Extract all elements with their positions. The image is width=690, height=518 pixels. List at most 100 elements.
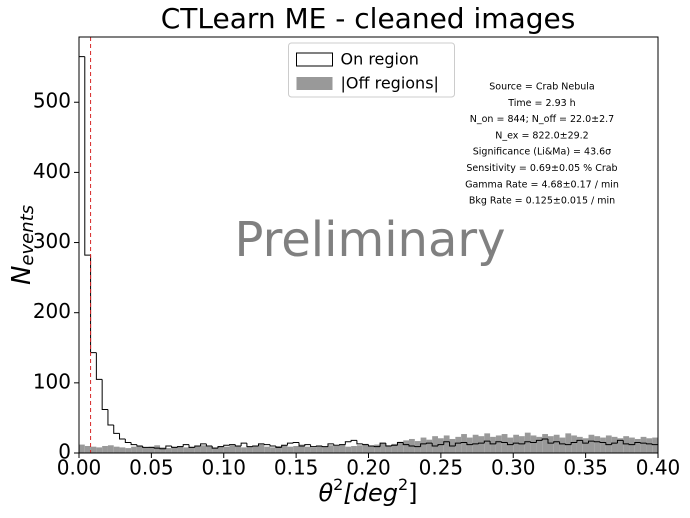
on-step — [78, 56, 85, 453]
on-step — [171, 445, 178, 448]
off-bar — [316, 445, 323, 453]
on-step — [611, 442, 618, 445]
off-bar — [322, 446, 328, 453]
on-step — [281, 444, 288, 448]
off-bar — [258, 444, 265, 453]
off-bar — [547, 436, 554, 453]
off-bar — [553, 434, 560, 453]
on-step — [379, 442, 386, 447]
on-step — [443, 441, 450, 445]
off-bar — [79, 444, 85, 453]
on-step — [356, 440, 363, 445]
off-bar — [501, 434, 508, 453]
off-bar — [84, 445, 91, 453]
on-step — [605, 442, 612, 446]
off-bar — [264, 446, 271, 453]
off-bar — [102, 445, 108, 453]
off-bar — [160, 447, 166, 453]
on-step — [223, 444, 230, 447]
off-bar — [611, 436, 618, 453]
off-bar — [235, 445, 242, 453]
x-label-part: [deg — [343, 479, 398, 507]
on-step — [275, 445, 282, 448]
x-label-part: θ — [318, 479, 333, 507]
on-step — [95, 352, 103, 380]
off-bar — [217, 445, 224, 453]
off-bar — [327, 445, 334, 453]
on-step — [217, 446, 224, 449]
on-step — [408, 444, 415, 447]
off-bar — [420, 437, 427, 453]
on-step — [593, 441, 601, 443]
stats-line: Time = 2.93 h — [507, 98, 575, 109]
off-bar — [165, 448, 172, 453]
x-tick-label: 0.05 — [129, 456, 174, 480]
on-step — [460, 441, 467, 444]
on-step — [188, 444, 195, 448]
on-step — [333, 443, 340, 446]
chart-title: CTLearn ME - cleaned images — [161, 2, 576, 35]
x-tick-label: 0.10 — [201, 456, 246, 480]
off-bar — [536, 436, 543, 453]
on-step — [414, 445, 421, 448]
on-step — [153, 447, 161, 449]
on-step — [182, 444, 190, 447]
on-step — [564, 443, 572, 446]
off-bar — [90, 446, 97, 453]
on-step — [298, 442, 305, 447]
on-step — [495, 441, 502, 444]
on-step — [304, 444, 311, 446]
off-bar — [507, 437, 514, 453]
on-step — [553, 441, 560, 444]
y-tick-label: 100 — [33, 369, 71, 393]
on-step — [130, 442, 137, 446]
off-bar — [333, 445, 340, 453]
on-step — [449, 441, 456, 447]
x-tick-label: 0.25 — [419, 456, 464, 480]
on-step — [634, 441, 641, 445]
on-step — [165, 445, 172, 449]
on-step — [90, 255, 97, 354]
on-step — [362, 443, 369, 446]
off-bar — [455, 436, 462, 453]
on-step — [518, 443, 525, 445]
off-bar — [524, 432, 531, 453]
off-bar — [107, 445, 114, 453]
on-step — [310, 444, 317, 448]
off-bar — [600, 437, 606, 453]
y-tick-label: 400 — [33, 159, 71, 183]
off-bar — [559, 437, 566, 453]
x-label-part: 2 — [333, 475, 343, 494]
off-bar — [241, 447, 247, 453]
off-bar — [629, 437, 635, 453]
off-bar — [136, 445, 143, 453]
off-bar — [206, 446, 213, 453]
off-bar — [304, 446, 311, 453]
on-step — [437, 444, 444, 446]
off-bar — [368, 445, 375, 453]
on-step — [524, 441, 531, 444]
on-step — [588, 440, 595, 444]
on-step — [420, 443, 427, 447]
off-bar — [356, 445, 363, 453]
off-bar — [519, 436, 525, 453]
x-axis-label: θ2[deg2] — [318, 475, 417, 508]
on-step — [200, 443, 207, 446]
on-step — [501, 441, 508, 443]
on-step — [489, 441, 496, 445]
on-step — [582, 440, 589, 444]
off-bar — [588, 434, 595, 453]
on-step — [124, 438, 132, 443]
off-bar — [646, 438, 653, 453]
x-tick-label: 0.15 — [274, 456, 319, 480]
off-bar — [362, 443, 369, 453]
on-step — [257, 443, 265, 446]
x-label-part: ] — [408, 479, 417, 507]
y-axis-label: Nevents — [7, 205, 39, 285]
on-step — [483, 440, 491, 444]
off-bar — [623, 436, 630, 453]
off-bar — [200, 445, 207, 453]
off-bar — [542, 434, 548, 453]
x-tick-label: 0.30 — [491, 456, 536, 480]
off-bar — [212, 447, 218, 453]
